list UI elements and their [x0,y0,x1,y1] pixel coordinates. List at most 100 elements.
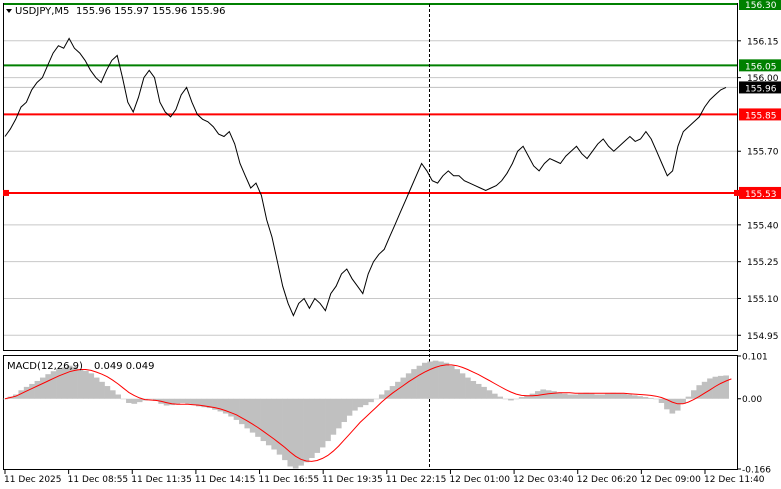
macd-histogram-bar [18,390,25,399]
macd-histogram-bar [389,386,396,399]
macd-histogram-bar [352,398,358,411]
macd-histogram-bar [190,398,197,406]
macd-histogram-bar [491,393,498,399]
macd-y-axis: 0.101 0.00 -0.166 [737,353,771,476]
macd-histogram-bar [674,398,681,411]
macd-panel: 0.101 0.00 -0.166 MACD(12,26,9) 0.049 0.04… [2,353,771,476]
macd-histogram-bar [459,373,466,399]
time-tick-label: 12 Dec 01:00 [449,475,510,485]
macd-histogram-bar [335,398,342,429]
macd-histogram-bar [265,398,272,446]
macd-histogram-bar [50,371,57,399]
macd-histogram-bar [680,398,686,404]
macd-name: MACD(12,26,9) [7,361,83,372]
macd-histogram-bar [271,398,278,450]
macd-histogram-bar [588,393,595,399]
support-tag [739,186,781,199]
time-tick-label: 11 Dec 16:55 [259,475,320,485]
macd-histogram-bar [126,398,132,403]
macd-histogram-bar [432,360,439,399]
macd-histogram-bar [222,398,229,414]
macd-histogram-bar [93,377,100,399]
chart-symbol: USDJPY,M5 [15,6,69,17]
macd-histogram-bar [282,398,288,461]
price-grid [4,40,737,336]
macd-histogram-bar [658,398,665,403]
macd-histogram-bar [626,394,633,399]
macd-histogram-bar [217,398,224,412]
macd-histogram-bar [152,398,159,401]
macd-histogram-bar [303,398,310,463]
macd-histogram-bar [66,365,73,399]
time-tick-label: 12 Dec 11:40 [704,475,765,485]
macd-histogram-bar [583,392,590,399]
macd-y-tick-label: -0.166 [742,466,771,476]
macd-histogram-bar [481,386,487,399]
resistance-tag-label: 155.85 [745,111,777,121]
macd-histogram-bar [448,365,455,399]
macd-histogram-bar [518,397,525,399]
macd-histogram-bar [470,380,477,399]
macd-histogram-bar [292,398,299,469]
macd-histogram-bar [545,390,552,399]
macd-histogram-bar [61,367,68,399]
macd-histogram-bar [249,398,256,433]
resistance-tag [739,108,781,121]
price-y-tick-label: 155.70 [747,148,779,158]
macd-histogram-bar [717,375,724,399]
chart-ohlc: 155.96 155.97 155.96 155.96 [76,6,226,17]
time-tick-label: 12 Dec 06:20 [577,475,638,485]
macd-histogram-bar [196,398,202,407]
macd-histogram-bar [29,383,35,399]
macd-histogram-bar [486,390,493,399]
price-y-axis: 156.15 156.00 155.70 155.40 155.25 155.10 154.… [737,37,779,342]
macd-histogram-bar [615,393,622,399]
macd-histogram-bar [524,395,530,399]
macd-histogram-bar [83,370,89,399]
time-tick-label: 11 Dec 22:15 [386,475,447,485]
macd-histogram-bar [561,393,568,399]
macd-histogram-bar [201,398,208,408]
macd-histogram-bar [696,385,703,399]
macd-histogram-bar [206,398,213,409]
macd-histogram-bar [56,369,62,399]
time-tick-label: 11 Dec 19:35 [322,475,383,485]
target-top-tag [739,0,781,10]
chart-header: USDJPY,M5 155.96 155.97 155.96 155.96 [6,6,226,17]
macd-histogram-bar [341,398,347,423]
macd-histogram-bar [669,398,676,414]
time-tick-label: 11 Dec 14:15 [195,475,256,485]
macd-histogram-bar [109,390,116,399]
macd-histogram-bar [34,380,41,399]
macd-histogram-bar [454,369,460,399]
support-tag-label: 155.53 [745,190,777,200]
macd-histogram-bar [723,375,729,399]
macd-values: 0.049 0.049 [94,361,154,372]
macd-histogram-bar [610,392,616,399]
macd-histogram-bar [287,398,294,467]
time-tick-label: 12 Dec 03:40 [513,475,574,485]
macd-histogram-bar [497,396,504,399]
macd-histogram-bar [23,386,30,399]
macd-histogram-bar [314,398,321,453]
macd-histogram-bar [244,398,251,429]
macd-histogram-bar [475,383,482,399]
macd-histogram-bar [131,398,138,404]
macd-histogram-bar [438,361,444,399]
macd-histogram-bar [368,398,374,403]
macd-histogram-bar [707,378,713,399]
macd-histogram-bar [325,398,331,442]
macd-histogram-bar [136,398,143,403]
target-tag-label: 156.05 [745,62,777,72]
macd-histogram-bar [147,398,154,400]
macd-histogram-bar [604,393,611,399]
macd-histogram-bar [508,398,514,401]
macd-histogram-bar [395,381,401,399]
macd-histogram-bar [685,396,692,399]
chart-dropdown-icon[interactable] [6,9,12,13]
price-y-tick-label: 156.00 [747,74,779,84]
target-top-tag-label: 156.30 [745,1,777,11]
support-line-handle-right [734,189,740,196]
